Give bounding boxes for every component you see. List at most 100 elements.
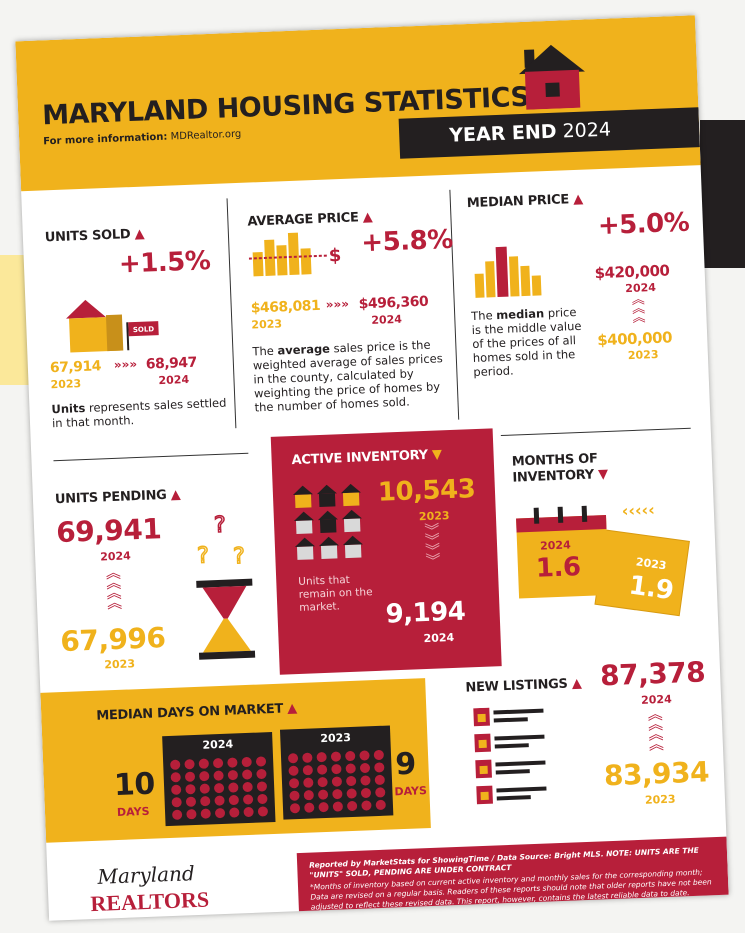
- day-dot: [318, 789, 329, 800]
- listings-icon: [473, 707, 547, 805]
- to-value: 87,378: [599, 655, 706, 693]
- label-text: UNITS PENDING: [54, 487, 167, 508]
- up-arrow: ▲: [134, 226, 145, 242]
- day-dot: [332, 789, 343, 800]
- calendar-ring: [581, 505, 588, 522]
- label-text: MONTHS OF INVENTORY: [511, 451, 598, 486]
- icon-bar: [252, 252, 264, 277]
- mini-roof: [293, 511, 314, 522]
- day-dot: [257, 793, 268, 804]
- day-dot: [256, 781, 267, 792]
- to-value: 10: [113, 766, 156, 804]
- down-arrow: ▼: [431, 447, 442, 463]
- day-dot: [171, 784, 182, 795]
- label-text: UNITS SOLD: [44, 227, 131, 246]
- house-icon: [518, 44, 585, 110]
- median-bar-icon: [474, 246, 542, 298]
- day-dot: [288, 765, 299, 776]
- day-dot: [359, 750, 370, 761]
- day-dot: [228, 782, 239, 793]
- day-dot: [241, 757, 252, 768]
- listing-line: [494, 743, 529, 749]
- to-value: $496,360: [358, 293, 429, 313]
- day-dot: [373, 749, 384, 760]
- day-dot: [185, 771, 196, 782]
- day-dot: [213, 758, 224, 769]
- day-dot: [243, 794, 254, 805]
- listing-house: [478, 739, 487, 749]
- up-chevrons: ︽ ︽ ︽ ︽: [647, 705, 665, 754]
- day-dot: [346, 776, 357, 787]
- mini-house: [342, 492, 360, 507]
- up-arrow: ▲: [362, 209, 373, 226]
- mini-roof: [340, 483, 361, 494]
- sold-house-icon: SOLD: [66, 299, 159, 353]
- change: +5.8%: [360, 224, 454, 259]
- icon-bar: [287, 232, 300, 276]
- icon-bar: [508, 256, 520, 297]
- note: Units represents sales settled in that m…: [51, 396, 227, 431]
- mini-house: [344, 544, 362, 559]
- window: [545, 82, 560, 98]
- day-dot: [330, 751, 341, 762]
- to-year: 2024: [371, 312, 403, 327]
- section-label: UNITS PENDING ▲: [55, 487, 181, 507]
- day-dot: [374, 774, 385, 785]
- to-value: 68,947: [145, 354, 198, 373]
- listing-house: [479, 765, 488, 775]
- to-year: 2024: [202, 737, 234, 752]
- mini-house: [319, 519, 337, 534]
- day-dot: [318, 802, 329, 813]
- day-dot: [214, 795, 225, 806]
- up-chevrons: ︽ ︽ ︽: [631, 292, 646, 326]
- day-dot: [243, 806, 254, 817]
- mini-house: [318, 493, 336, 508]
- day-dot: [331, 776, 342, 787]
- icon-bar: [300, 248, 312, 275]
- sign: [128, 321, 159, 337]
- day-dot: [302, 752, 313, 763]
- section-label: AVERAGE PRICE ▲: [247, 210, 373, 230]
- day-dot: [288, 753, 299, 764]
- bar-icon: $: [248, 232, 342, 277]
- icon-bar: [520, 265, 531, 297]
- icon-bar-median: [495, 246, 509, 298]
- day-dot: [229, 807, 240, 818]
- mini-house: [296, 546, 314, 560]
- period-year: 2024: [562, 118, 612, 143]
- down-arrow: ▼: [597, 466, 609, 483]
- to-year: 2024: [423, 630, 455, 646]
- section-label: MEDIAN PRICE ▲: [467, 192, 584, 211]
- day-dot: [317, 764, 328, 775]
- house-side: [105, 314, 124, 352]
- listing-line: [493, 708, 544, 715]
- day-dot: [360, 787, 371, 798]
- question-mark: ?: [214, 513, 227, 538]
- divider: [500, 427, 691, 437]
- hourglass-icon: ? ? ?: [196, 512, 256, 660]
- note-bold: Units: [51, 400, 86, 417]
- from-year: 2023: [644, 792, 676, 807]
- listing-line: [493, 717, 528, 723]
- question-mark: ?: [197, 543, 210, 568]
- day-dot: [304, 802, 315, 813]
- to-year: 2024: [158, 372, 190, 388]
- day-dot: [213, 770, 224, 781]
- dollar-sign: $: [328, 245, 341, 266]
- divider: [226, 198, 237, 429]
- day-dot: [317, 777, 328, 788]
- period-label: YEAR END: [448, 120, 557, 147]
- roof: [518, 44, 585, 75]
- up-arrow: ▲: [286, 701, 298, 717]
- note: The average sales price is the weighted …: [252, 337, 450, 415]
- day-dot: [345, 751, 356, 762]
- note-text: The: [252, 343, 278, 359]
- calendar-ring: [557, 506, 564, 523]
- day-dot: [215, 808, 226, 819]
- mini-roof: [316, 484, 337, 495]
- day-dot: [346, 788, 357, 799]
- section-label: NEW LISTINGS ▲: [465, 676, 582, 695]
- hourglass-top: [196, 578, 253, 588]
- up-arrow: ▲: [170, 487, 181, 503]
- to-value: 1.6: [535, 552, 582, 584]
